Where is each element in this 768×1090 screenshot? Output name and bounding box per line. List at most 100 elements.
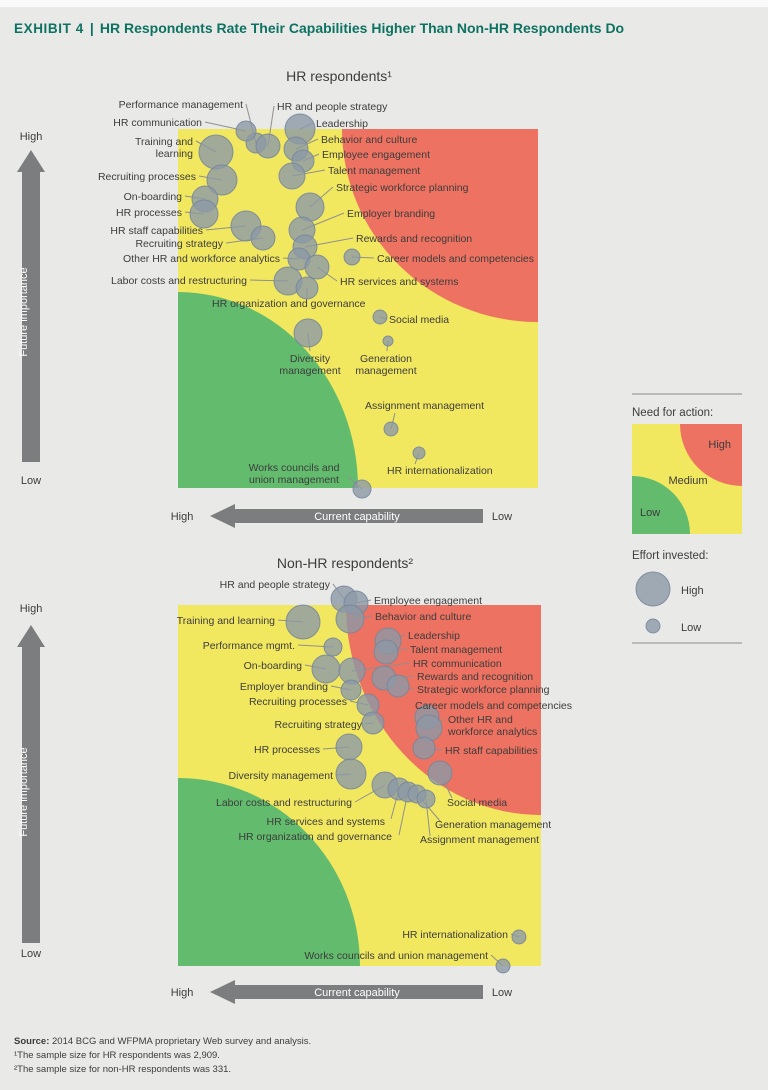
bubble-hr-internationalization xyxy=(412,446,426,460)
bubble-training-and-learning xyxy=(285,604,321,640)
chart-non-hr-respondents: Non-HR respondents² HR and people strateg… xyxy=(17,555,572,1004)
point-label-generation-management: Generation management xyxy=(435,819,551,831)
title-text: HR Respondents Rate Their Capabilities H… xyxy=(100,20,624,36)
need-medium-label: Medium xyxy=(668,475,707,487)
need-low-region xyxy=(178,292,358,488)
point-label-performance-management: Performance management xyxy=(119,99,243,111)
need-low-label: Low xyxy=(640,507,660,519)
point-label-recruiting-strategy: Recruiting strategy xyxy=(274,719,362,731)
bubble-assignment-management xyxy=(416,789,436,809)
bubble-social-media xyxy=(372,309,388,325)
point-label-recruiting-processes: Recruiting processes xyxy=(249,696,347,708)
y-axis-title: Future importance xyxy=(18,267,30,356)
bubble-recruiting-strategy xyxy=(361,711,385,735)
point-label-other-hr-and-workforce-analytics: Other HR and workforce analytics xyxy=(447,714,537,738)
bubble-employer-branding xyxy=(340,679,362,701)
bubble-hr-services-and-systems xyxy=(304,254,330,280)
point-label-employee-engagement: Employee engagement xyxy=(374,595,482,607)
effort-high-bubble xyxy=(635,571,671,607)
point-label-hr-communication: HR communication xyxy=(113,117,202,129)
point-label-diversity-management: Diversity management xyxy=(229,770,334,782)
point-label-leadership: Leadership xyxy=(316,118,368,130)
bubble-talent-management xyxy=(278,162,306,190)
x-axis-low-label: Low xyxy=(492,511,512,523)
bubble-talent-management xyxy=(373,639,399,665)
point-label-hr-services-and-systems: HR services and systems xyxy=(340,276,458,288)
title-separator: | xyxy=(90,20,94,36)
x-axis-arrow-body xyxy=(233,985,483,999)
bubble-hr-communication xyxy=(235,120,257,142)
effort-low-bubble xyxy=(645,618,661,634)
point-label-works-councils-and-union-management: Works councils and union management xyxy=(304,950,488,962)
source-label: Source: xyxy=(14,1036,49,1047)
point-label-strategic-workforce-planning: Strategic workforce planning xyxy=(336,182,469,194)
y-axis-arrow-body xyxy=(22,645,40,943)
page-title: EXHIBIT 4 | HR Respondents Rate Their Capa… xyxy=(14,20,624,36)
point-label-works-councils-and-union-management: Works councils and union management xyxy=(249,462,340,486)
point-label-hr-and-people-strategy: HR and people strategy xyxy=(277,101,388,113)
bubble-career-models-and-competencies xyxy=(343,248,361,266)
need-high-label: High xyxy=(708,439,731,451)
y-axis-high-label: High xyxy=(20,131,43,143)
chart-title: HR respondents¹ xyxy=(286,68,392,84)
point-label-hr-organization-and-governance: HR organization and governance xyxy=(238,831,392,843)
need-high-swatch xyxy=(680,424,742,486)
point-label-on-boarding: On-boarding xyxy=(244,660,303,672)
y-axis-arrow-body xyxy=(22,170,40,462)
bubble-diversity-management xyxy=(293,318,323,348)
point-label-labor-costs-and-restructuring: Labor costs and restructuring xyxy=(111,275,247,287)
source-text: 2014 BCG and WFPMA proprietary Web surve… xyxy=(49,1036,311,1047)
y-axis-arrowhead xyxy=(17,150,45,172)
source-line: Source: 2014 BCG and WFPMA proprietary W… xyxy=(14,1036,311,1047)
point-label-social-media: Social media xyxy=(447,797,507,809)
x-axis-arrow-body xyxy=(233,509,483,523)
need-low-swatch xyxy=(632,476,690,534)
bubble-hr-internationalization xyxy=(511,929,527,945)
y-axis-low-label: Low xyxy=(21,475,41,487)
point-label-on-boarding: On-boarding xyxy=(124,191,183,203)
point-label-hr-staff-capabilities: HR staff capabilities xyxy=(445,745,538,757)
point-label-labor-costs-and-restructuring: Labor costs and restructuring xyxy=(216,797,352,809)
footnote-2: ²The sample size for non-HR respondents … xyxy=(14,1064,231,1075)
bubble-hr-organization-and-governance xyxy=(295,276,319,300)
point-label-training-and-learning: Training and learning xyxy=(135,136,193,160)
point-label-hr-communication: HR communication xyxy=(413,658,502,670)
point-label-behavior-and-culture: Behavior and culture xyxy=(321,134,417,146)
point-label-assignment-management: Assignment management xyxy=(420,834,539,846)
point-label-performance-mgmt: Performance mgmt. xyxy=(203,640,295,652)
bubble-performance-mgmt xyxy=(323,637,343,657)
need-for-action-title: Need for action: xyxy=(632,407,713,419)
need-high-region xyxy=(342,129,538,322)
point-label-strategic-workforce-planning: Strategic workforce planning xyxy=(417,684,550,696)
effort-low-label: Low xyxy=(681,622,701,634)
bubble-diversity-management xyxy=(335,758,367,790)
effort-invested-title: Effort invested: xyxy=(632,550,709,562)
bubble-social-media xyxy=(427,760,453,786)
x-axis-title: Current capability xyxy=(314,511,400,523)
point-label-rewards-and-recognition: Rewards and recognition xyxy=(356,233,472,245)
point-label-rewards-and-recognition: Rewards and recognition xyxy=(417,671,533,683)
bubble-other-hr-and-workforce-analytics xyxy=(415,714,443,742)
bubble-works-councils-and-union-management xyxy=(352,479,372,499)
point-label-employee-engagement: Employee engagement xyxy=(322,149,430,161)
point-label-hr-processes: HR processes xyxy=(254,744,320,756)
bubble-recruiting-strategy xyxy=(250,225,276,251)
x-axis-title: Current capability xyxy=(314,987,400,999)
point-label-assignment-management: Assignment management xyxy=(365,400,484,412)
bubble-training-and-learning xyxy=(198,134,234,170)
point-label-hr-staff-capabilities: HR staff capabilities xyxy=(110,225,203,237)
top-strip xyxy=(0,0,768,7)
footnote-1: ¹The sample size for HR respondents was … xyxy=(14,1050,220,1061)
point-label-training-and-learning: Training and learning xyxy=(177,615,275,627)
chart-title: Non-HR respondents² xyxy=(277,555,414,571)
point-label-behavior-and-culture: Behavior and culture xyxy=(375,611,471,623)
point-label-hr-internationalization: HR internationalization xyxy=(387,465,493,477)
point-label-social-media: Social media xyxy=(389,314,449,326)
need-low-region xyxy=(178,778,360,966)
bubble-on-boarding xyxy=(311,654,341,684)
point-label-employer-branding: Employer branding xyxy=(347,208,435,220)
y-axis-high-label: High xyxy=(20,603,43,615)
effort-high-label: High xyxy=(681,585,704,597)
y-axis-title: Future importance xyxy=(18,747,30,836)
